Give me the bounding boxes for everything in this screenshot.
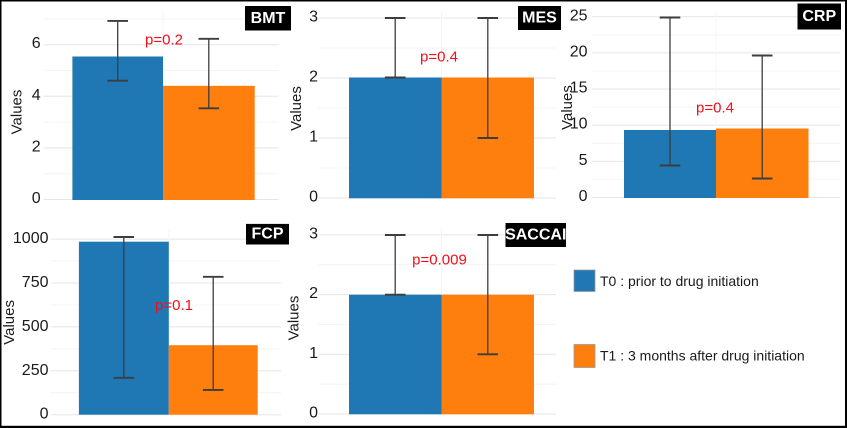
svg-text:Values: Values	[288, 86, 305, 131]
svg-text:0: 0	[579, 188, 588, 205]
svg-text:p=0.4: p=0.4	[420, 49, 458, 66]
svg-text:Values: Values	[1, 300, 18, 345]
svg-text:p=0.2: p=0.2	[145, 32, 183, 49]
svg-text:0: 0	[32, 190, 41, 207]
svg-text:p=0.009: p=0.009	[412, 252, 467, 269]
svg-text:250: 250	[22, 362, 49, 379]
svg-text:2: 2	[309, 285, 318, 302]
svg-text:CRP: CRP	[802, 8, 836, 25]
svg-text:SACCAI: SACCAI	[505, 227, 566, 244]
svg-text:2: 2	[309, 69, 318, 86]
svg-text:p=0.1: p=0.1	[155, 297, 193, 314]
svg-text:10: 10	[570, 116, 588, 133]
svg-text:500: 500	[22, 318, 49, 335]
svg-text:3: 3	[309, 225, 318, 242]
svg-text:BMT: BMT	[251, 10, 286, 27]
svg-text:T1 : 3 months after drug initi: T1 : 3 months after drug initiation	[600, 348, 805, 364]
svg-text:0: 0	[309, 189, 318, 206]
svg-text:3: 3	[309, 9, 318, 26]
svg-text:FCP: FCP	[252, 226, 284, 243]
svg-text:5: 5	[579, 152, 588, 169]
svg-text:1: 1	[309, 129, 318, 146]
svg-text:20: 20	[570, 43, 588, 60]
svg-text:6: 6	[32, 35, 41, 52]
svg-text:0: 0	[40, 406, 49, 423]
svg-text:4: 4	[32, 87, 41, 104]
svg-text:1: 1	[309, 345, 318, 362]
svg-text:T0 : prior to drug initiation: T0 : prior to drug initiation	[600, 273, 759, 289]
svg-text:0: 0	[309, 405, 318, 422]
svg-text:Values: Values	[9, 90, 26, 135]
svg-text:750: 750	[22, 274, 49, 291]
svg-text:2: 2	[32, 138, 41, 155]
svg-text:1000: 1000	[13, 230, 49, 247]
svg-text:Values: Values	[286, 296, 303, 341]
svg-text:25: 25	[570, 7, 588, 24]
svg-text:Values: Values	[559, 85, 576, 130]
svg-text:MES: MES	[522, 10, 557, 27]
svg-text:p=0.4: p=0.4	[696, 100, 734, 117]
svg-text:15: 15	[570, 80, 588, 97]
